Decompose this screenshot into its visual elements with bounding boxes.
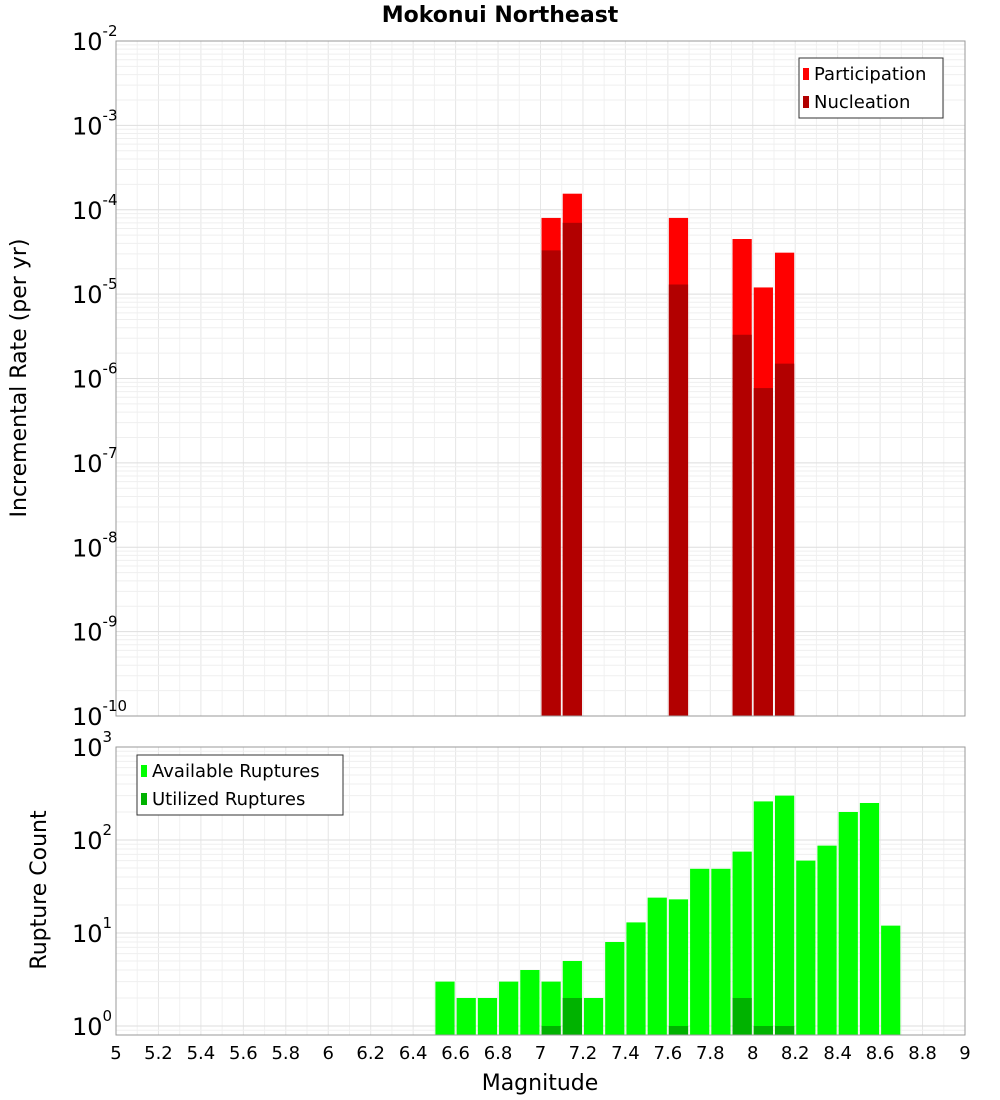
y-tick-label: 10-4 <box>72 191 118 225</box>
bar-available-ruptures <box>499 981 519 1035</box>
bar-available-ruptures <box>817 845 837 1035</box>
x-tick-label: 7.4 <box>611 1043 640 1064</box>
legend-box <box>136 754 344 816</box>
bar-available-ruptures <box>435 981 455 1035</box>
x-tick-label: 5.2 <box>144 1043 173 1064</box>
bar-utilized-ruptures <box>541 1025 561 1035</box>
x-tick-label: 7.6 <box>654 1043 683 1064</box>
bar-utilized-ruptures <box>774 1025 795 1035</box>
x-tick-label: 6.4 <box>399 1043 428 1064</box>
y-tick-label: 10-7 <box>72 444 118 478</box>
bar-nucleation <box>774 363 795 716</box>
legend-swatch <box>803 96 809 108</box>
bar-available-ruptures <box>838 812 858 1035</box>
legend-label: Utilized Ruptures <box>152 789 305 810</box>
bar-available-ruptures <box>477 997 498 1035</box>
rate-plot-frame <box>115 40 966 717</box>
bar-nucleation <box>732 334 752 716</box>
bar-nucleation <box>541 250 561 717</box>
bar-available-ruptures <box>732 851 752 1035</box>
bar-nucleation <box>753 388 773 716</box>
bar-available-ruptures <box>626 922 646 1035</box>
x-tick-label: 5.8 <box>271 1043 300 1064</box>
legend-label: Participation <box>814 64 926 85</box>
y-tick-label: 10-8 <box>72 528 118 562</box>
legend-box <box>798 57 944 119</box>
bar-nucleation <box>562 222 582 716</box>
x-tick-labels: 5 5.2 5.4 5.6 5.8 6 6.2 6.4 6.6 6.8 7 7.2 7.4 7.6 7.8 8… <box>110 1043 970 1064</box>
bar-available-ruptures <box>690 868 710 1035</box>
x-tick-label: 5 <box>110 1043 121 1064</box>
bar-available-ruptures <box>541 981 561 1035</box>
legend-swatch <box>141 793 147 805</box>
count-y-axis-label: Rupture Count <box>27 810 52 970</box>
bar-available-ruptures <box>753 801 773 1035</box>
y-tick-label: 103 <box>72 728 112 762</box>
rate-y-axis-label: Incremental Rate (per yr) <box>7 239 32 518</box>
y-tick-label: 10-5 <box>72 275 118 309</box>
count-panel: 100 101 102 103 Rupture Count Available Rup… <box>27 728 966 1041</box>
x-tick-label: 8.4 <box>823 1043 852 1064</box>
y-tick-label: 10-10 <box>72 697 127 731</box>
x-tick-label: 7 <box>535 1043 546 1064</box>
x-tick-label: 8 <box>747 1043 758 1064</box>
bar-available-ruptures <box>456 997 476 1035</box>
legend-label: Available Ruptures <box>152 761 320 782</box>
x-tick-label: 7.2 <box>569 1043 598 1064</box>
bar-available-ruptures <box>583 997 604 1035</box>
bar-available-ruptures <box>774 795 795 1035</box>
y-tick-label: 10-2 <box>72 22 118 56</box>
bar-utilized-ruptures <box>668 1025 689 1035</box>
x-tick-label: 6 <box>323 1043 334 1064</box>
legend-swatch <box>803 68 809 80</box>
count-plot-frame <box>115 746 966 1036</box>
x-tick-label: 8.6 <box>866 1043 895 1064</box>
y-tick-label: 102 <box>72 821 112 855</box>
x-tick-label: 5.6 <box>229 1043 258 1064</box>
bar-utilized-ruptures <box>732 997 752 1035</box>
bar-available-ruptures <box>605 942 625 1035</box>
y-tick-label: 10-9 <box>72 613 118 647</box>
x-tick-label: 6.2 <box>356 1043 385 1064</box>
x-tick-label: 7.8 <box>696 1043 725 1064</box>
x-tick-label: 5.4 <box>187 1043 216 1064</box>
bar-utilized-ruptures <box>753 1025 773 1035</box>
bar-utilized-ruptures <box>562 997 582 1035</box>
chart-title: Mokonui Northeast <box>382 3 619 28</box>
y-tick-label: 10-6 <box>72 360 118 394</box>
y-tick-label: 100 <box>72 1007 112 1041</box>
x-tick-label: 6.6 <box>441 1043 470 1064</box>
bar-available-ruptures <box>881 925 901 1035</box>
rate-panel: 10-10 10-9 10-8 10-7 10-6 10-5 10-4 10-3 10-2 In… <box>7 22 966 731</box>
bar-available-ruptures <box>647 897 667 1035</box>
y-tick-label: 101 <box>72 914 112 948</box>
x-tick-label: 9 <box>959 1043 970 1064</box>
legend-swatch <box>141 765 147 777</box>
y-tick-label: 10-3 <box>72 106 118 140</box>
x-tick-label: 6.8 <box>484 1043 513 1064</box>
bar-nucleation <box>668 284 689 716</box>
x-axis-label: Magnitude <box>482 1071 599 1096</box>
bar-available-ruptures <box>711 868 731 1035</box>
bar-available-ruptures <box>796 860 816 1035</box>
bar-available-ruptures <box>520 969 540 1035</box>
x-tick-label: 8.2 <box>781 1043 810 1064</box>
bar-available-ruptures <box>859 802 880 1035</box>
x-tick-label: 8.8 <box>908 1043 937 1064</box>
legend-label: Nucleation <box>814 92 910 113</box>
bar-available-ruptures <box>668 899 689 1035</box>
